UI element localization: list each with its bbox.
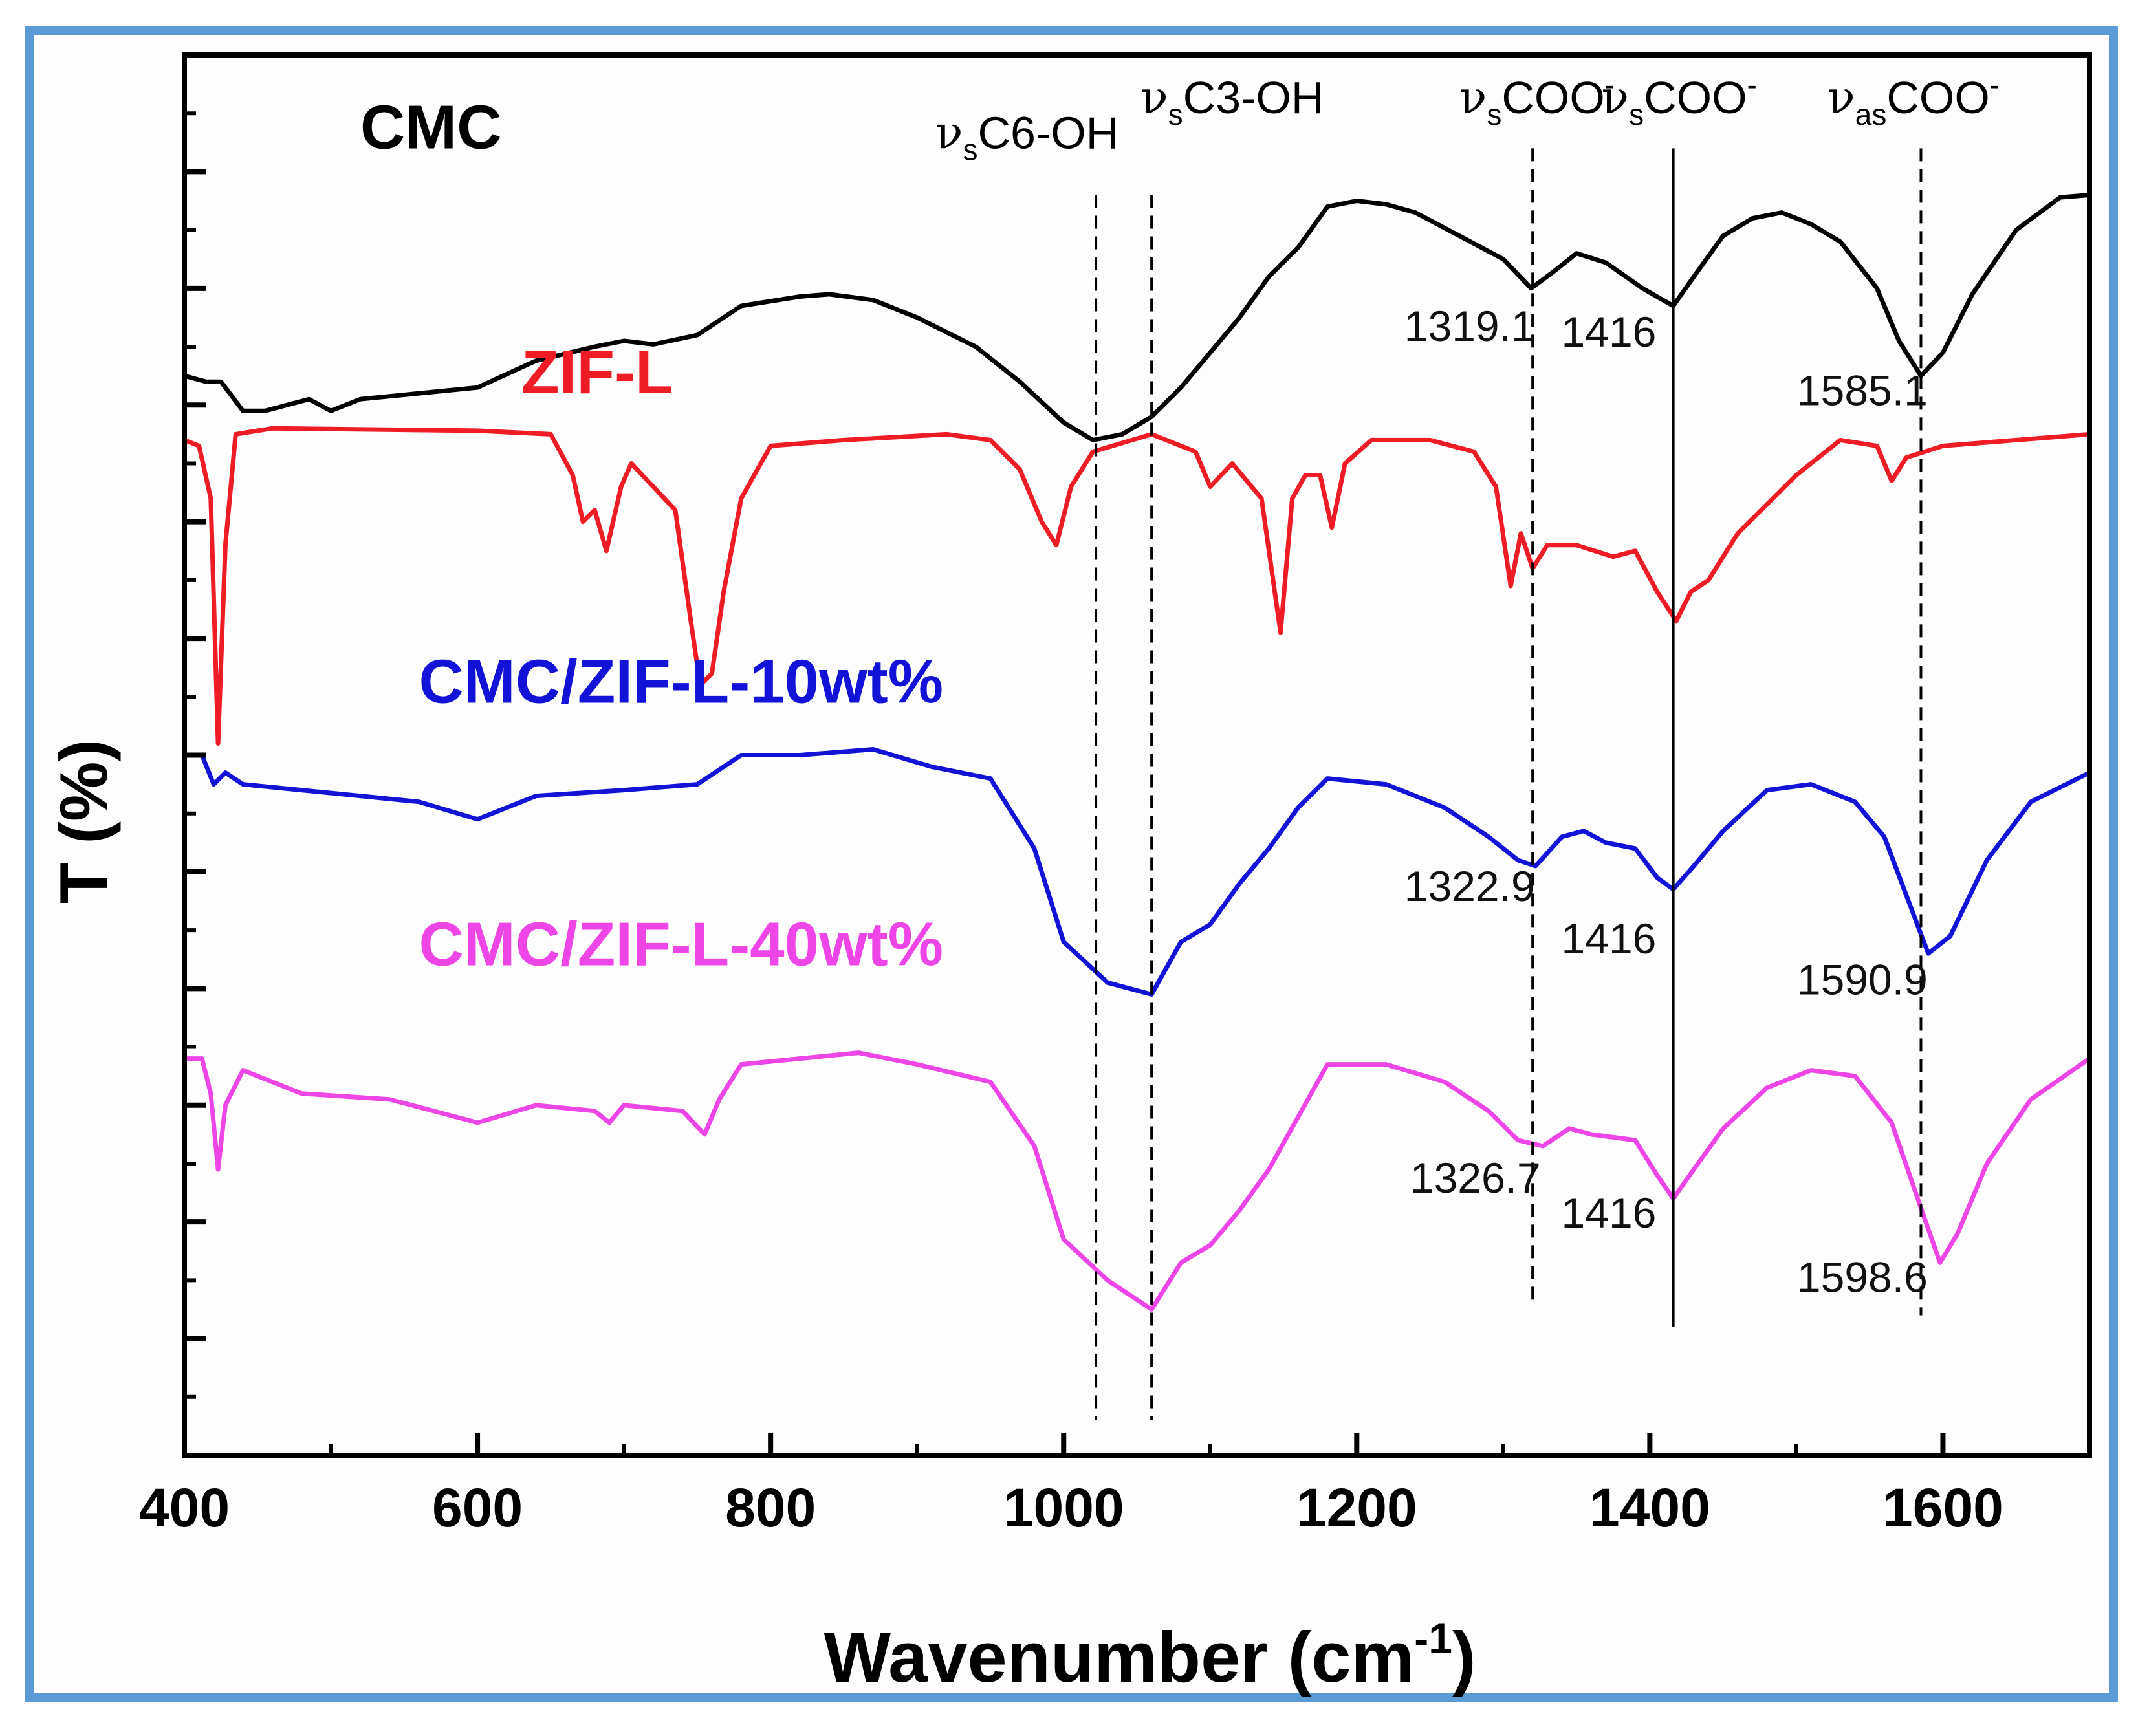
x-tick-label: 1400: [1589, 1477, 1710, 1538]
series-label-cmc-zif-l-40wt: CMC/ZIF-L-40wt%: [419, 909, 943, 979]
plot-frame: [182, 52, 2092, 1458]
peak-annotation: 1416: [1562, 308, 1657, 356]
peak-annotation: 1590.9: [1797, 955, 1928, 1003]
x-tick-label: 1600: [1882, 1477, 2003, 1538]
peak-annotation: 1322.9: [1404, 862, 1535, 910]
peak-annotation: 1598.6: [1797, 1253, 1928, 1301]
band-label: νsC3-OH: [1140, 71, 1324, 131]
series-label-cmc: CMC: [360, 92, 502, 162]
x-tick-label: 800: [725, 1477, 816, 1538]
peak-annotation: 1416: [1562, 915, 1657, 962]
x-tick-label: 600: [432, 1477, 523, 1538]
peak-annotation: 1319.1: [1404, 302, 1535, 350]
y-axis-title: T (%): [47, 739, 122, 904]
x-tick-label: 1000: [1003, 1477, 1124, 1538]
x-axis-title: Wavenumber (cm-1): [824, 1614, 1476, 1697]
band-label: νsCOO-: [1459, 68, 1615, 131]
series-line-zif-l: [182, 426, 2092, 746]
x-tick-label: 400: [139, 1477, 230, 1538]
series-line-cmc-zif-l-40wt: [182, 1050, 2092, 1312]
series-label-zif-l: ZIF-L: [521, 338, 673, 407]
figure-frame: [25, 26, 2118, 1702]
band-label: νasCOO-: [1827, 68, 2000, 131]
x-tick-label: 1200: [1296, 1477, 1417, 1538]
band-label: νsC6-OH: [935, 106, 1118, 166]
series-label-cmc-zif-l-10wt: CMC/ZIF-L-10wt%: [419, 647, 943, 716]
peak-annotation: 1416: [1562, 1189, 1657, 1237]
peak-annotation: 1326.7: [1410, 1154, 1541, 1202]
series-line-cmc-zif-l-10wt: [182, 747, 2092, 997]
band-label: νsCOO-: [1602, 68, 1757, 131]
peak-annotation: 1585.1: [1797, 366, 1928, 414]
series-line-cmc: [182, 193, 2092, 442]
